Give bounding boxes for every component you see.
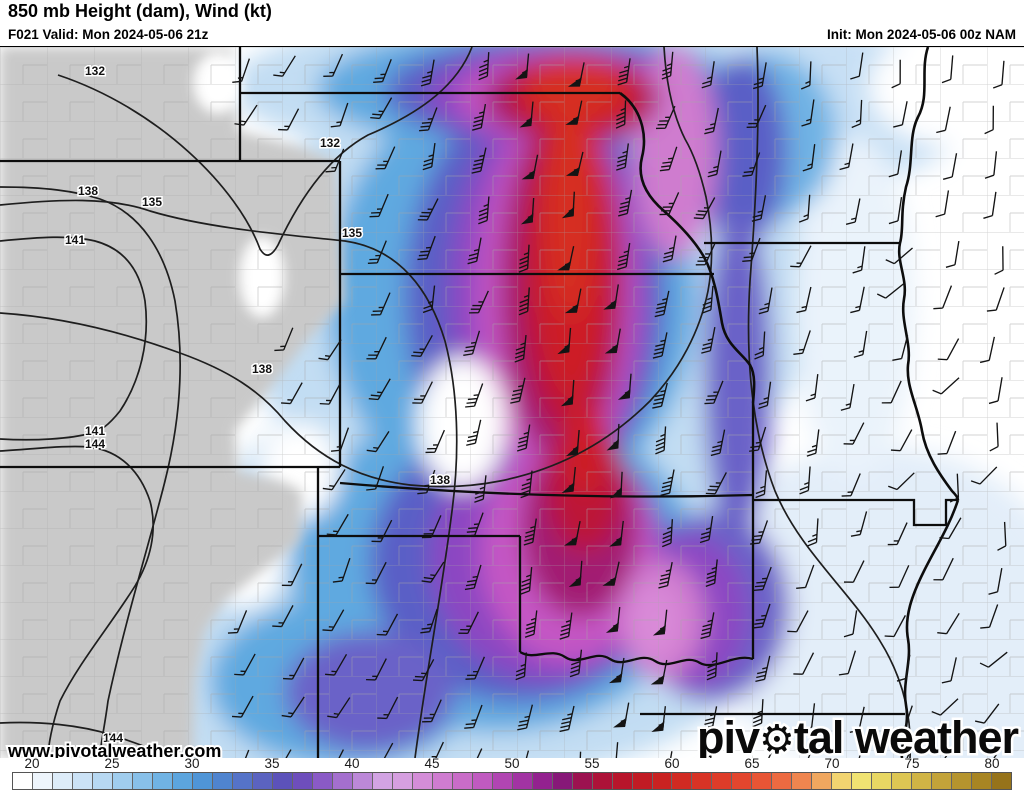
svg-text:138: 138 — [78, 184, 98, 198]
valid-time-label: F021 Valid: Mon 2024-05-06 21z — [8, 27, 209, 42]
colorbar — [12, 772, 1012, 790]
watermark-url: www.pivotalweather.com — [7, 741, 221, 758]
gear-icon: ⚙ — [759, 718, 794, 758]
chart-title: 850 mb Height (dam), Wind (kt) — [8, 1, 272, 21]
logo-text-post: tal weather — [794, 712, 1019, 758]
svg-text:144: 144 — [103, 731, 123, 745]
svg-text:138: 138 — [430, 473, 450, 487]
svg-text:141: 141 — [85, 424, 105, 438]
logo-text-pre: piv — [697, 712, 760, 758]
svg-text:135: 135 — [342, 226, 362, 240]
svg-text:132: 132 — [320, 136, 340, 150]
wind-barbs — [227, 51, 1008, 758]
svg-text:135: 135 — [142, 195, 162, 209]
init-time-label: Init: Mon 2024-05-06 00z NAM — [826, 27, 1016, 42]
svg-text:144: 144 — [85, 437, 105, 451]
svg-text:132: 132 — [85, 64, 105, 78]
chart-header: 850 mb Height (dam), Wind (kt) F021 Vali… — [0, 0, 1024, 46]
map-canvas: 132 132 138 135 141 135 138 141 144 138 144 www.pi… — [0, 46, 1024, 758]
svg-text:141: 141 — [65, 233, 85, 247]
svg-text:138: 138 — [252, 362, 272, 376]
pivotal-weather-logo: piv⚙tal weather — [697, 712, 1018, 758]
colorbar-tick-labels: 20 25 30 35 40 45 50 55 60 65 70 75 80 — [0, 756, 1024, 772]
